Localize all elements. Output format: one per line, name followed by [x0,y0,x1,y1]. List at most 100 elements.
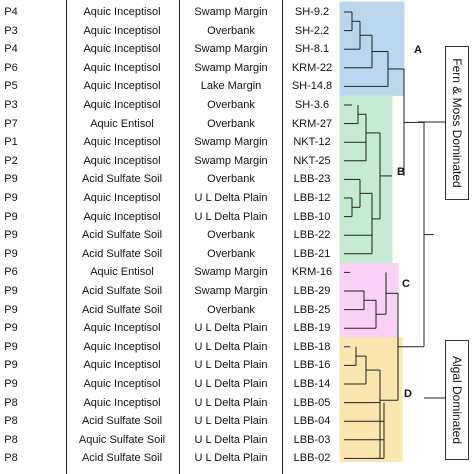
cluster-label-c: C [402,278,410,290]
plot-cell: P9 [4,303,18,316]
plot-cell: P3 [4,24,18,37]
sample-id-cell: LBB-21 [293,247,331,260]
environment-cell: U L Delta Plain [194,415,268,428]
plot-cell: P8 [4,396,18,409]
sample-id-cell: LBB-14 [293,378,331,390]
soil-type-cell: Aquic Inceptisol [83,61,161,74]
environment-cell: Swamp Margin [194,266,268,279]
environment-cell: Swamp Margin [194,61,268,74]
sample-id-cell: LBB-16 [293,359,331,372]
plot-cell: P2 [4,154,18,167]
plot-cell: P4 [4,6,18,18]
environment-cell: U L Delta Plain [194,210,268,223]
plot-cell: P3 [4,99,18,111]
soil-type-cell: Aquic Inceptisol [83,154,161,167]
environment-cell: Overbank [207,117,255,130]
plot-cell: P9 [4,359,18,372]
column-divider [66,0,67,474]
plot-cell: P9 [4,378,18,390]
plot-cell: P6 [4,266,18,279]
sample-id-cell: KRM-27 [291,117,333,130]
soil-type-cell: Aquic Inceptisol [83,192,161,204]
soil-type-cell: Aquic Inceptisol [83,378,161,390]
environment-cell: Overbank [207,99,255,111]
plot-cell: P9 [4,322,18,335]
plot-cell: P8 [4,415,18,428]
environment-cell: U L Delta Plain [194,396,268,409]
soil-type-cell: Aquic Inceptisol [83,24,161,37]
sample-id-cell: LBB-05 [293,396,331,409]
environment-cell: Overbank [207,24,255,37]
sample-id-cell: LBB-12 [293,192,331,204]
plot-cell: P9 [4,340,18,353]
environment-cell: Overbank [207,247,255,260]
sample-id-cell: SH-14.8 [291,80,333,93]
group-box-algal: Algal Dominated [445,340,469,460]
sample-id-cell: SH-8.1 [294,43,330,56]
sample-id-cell: NKT-12 [293,136,331,149]
plot-cell: P9 [4,210,18,223]
environment-cell: Swamp Margin [194,43,268,56]
column-divider [282,0,283,474]
plot-cell: P9 [4,229,18,242]
environment-cell: U L Delta Plain [194,452,268,465]
sample-id-cell: LBB-25 [293,303,331,316]
sample-id-cell: LBB-10 [293,210,331,223]
plot-cell: P8 [4,452,18,465]
sample-id-cell: KRM-16 [291,266,333,279]
plot-cell: P7 [4,117,18,130]
plot-cell: P9 [4,192,18,204]
soil-type-cell: Aquic Entisol [90,117,154,130]
soil-type-cell: Acid Sulfate Soil [81,247,163,260]
environment-cell: Swamp Margin [194,285,268,297]
soil-type-cell: Aquic Inceptisol [83,359,161,372]
sample-id-cell: SH-3.6 [294,99,330,111]
environment-cell: Overbank [207,229,255,242]
plot-cell: P1 [4,136,18,149]
soil-type-cell: Aquic Inceptisol [83,6,161,18]
soil-type-cell: Aquic Inceptisol [83,136,161,149]
plot-cell: P4 [4,43,18,56]
sample-id-cell: LBB-02 [293,452,331,465]
soil-type-cell: Acid Sulfate Soil [81,303,163,316]
sample-id-cell: SH-9.2 [294,6,330,18]
soil-type-cell: Aquic Inceptisol [83,43,161,56]
cluster-label-d: D [404,388,412,400]
environment-cell: Overbank [207,173,255,186]
plot-cell: P9 [4,247,18,260]
sample-id-cell: KRM-22 [291,61,333,74]
soil-type-cell: Aquic Inceptisol [83,80,161,93]
sample-id-cell: LBB-04 [293,415,331,428]
group-label-algal: Algal Dominated [450,355,464,445]
plot-cell: P9 [4,173,18,186]
environment-cell: U L Delta Plain [194,433,268,446]
sample-id-cell: LBB-03 [293,433,331,446]
environment-cell: Overbank [207,303,255,316]
cluster-label-b: B [397,166,405,178]
soil-type-cell: Aquic Entisol [90,266,154,279]
soil-type-cell: Acid Sulfate Soil [81,229,163,242]
sample-id-cell: LBB-22 [293,229,331,242]
column-divider [179,0,180,474]
plot-cell: P8 [4,433,18,446]
sample-id-cell: LBB-23 [293,173,331,186]
environment-cell: Swamp Margin [194,136,268,149]
sample-id-cell: LBB-29 [293,285,331,297]
soil-type-cell: Aquic Inceptisol [83,340,161,353]
sample-id-cell: LBB-18 [293,340,331,353]
cluster-box-d [339,337,403,462]
soil-type-cell: Acid Sulfate Soil [81,173,163,186]
group-label-fern-moss: Fern & Moss Dominated [450,58,464,188]
environment-cell: Swamp Margin [194,6,268,18]
environment-cell: U L Delta Plain [194,192,268,204]
soil-type-cell: Aquic Inceptisol [83,210,161,223]
soil-type-cell: Aquic Inceptisol [83,322,161,335]
environment-cell: Swamp Margin [194,154,268,167]
soil-type-cell: Acid Sulfate Soil [81,285,163,297]
environment-cell: U L Delta Plain [194,359,268,372]
group-box-fern-moss: Fern & Moss Dominated [445,46,469,200]
soil-type-cell: Acid Sulfate Soil [81,415,163,428]
environment-cell: Lake Margin [200,80,262,93]
